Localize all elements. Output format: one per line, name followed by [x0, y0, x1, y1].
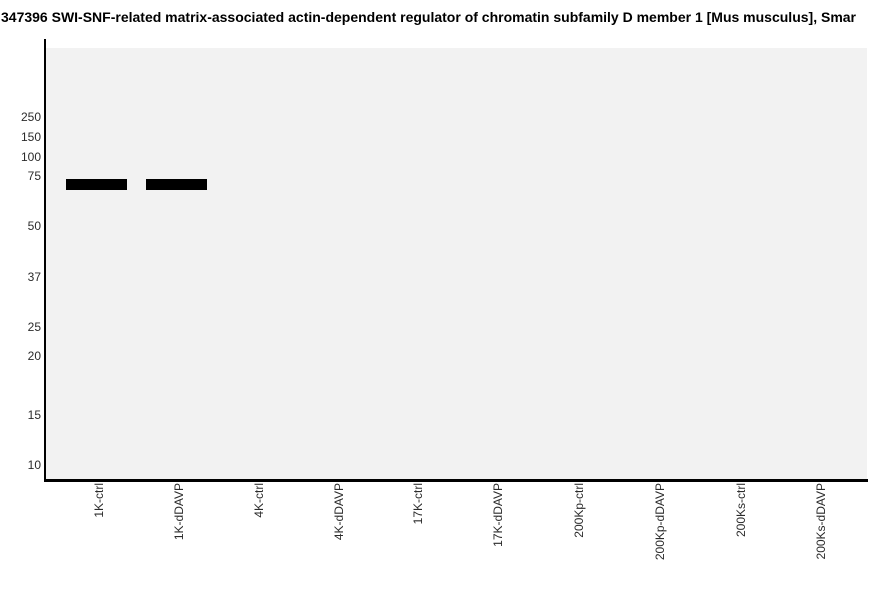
mw-marker-label: 100: [20, 150, 41, 164]
lane-label: 200Kp-ctrl: [572, 483, 586, 538]
mw-marker-label: 250: [20, 110, 41, 124]
protein-band: [146, 179, 207, 190]
lane-label: 200Ks-dDAVP: [814, 483, 828, 560]
gel-plot-area: [46, 48, 867, 479]
mw-marker-label: 37: [27, 270, 41, 284]
mw-marker-label: 50: [27, 219, 41, 233]
mw-marker-label: 75: [27, 169, 41, 183]
lane-label: 4K-ctrl: [252, 483, 266, 518]
lane-label: 1K-ctrl: [92, 483, 106, 518]
lane-label: 4K-dDAVP: [332, 483, 346, 541]
mw-marker-label: 150: [20, 130, 41, 144]
mw-marker-label: 15: [27, 408, 41, 422]
lane-label: 200Ks-ctrl: [734, 483, 748, 538]
lane-label: 200Kp-dDAVP: [653, 483, 667, 561]
protein-band: [66, 179, 127, 190]
lane-label: 17K-dDAVP: [491, 483, 505, 547]
mw-marker-label: 25: [27, 320, 41, 334]
lane-label: 17K-ctrl: [411, 483, 425, 525]
mw-marker-label: 20: [27, 349, 41, 363]
lane-label: 1K-dDAVP: [172, 483, 186, 541]
y-axis-spine: [44, 39, 46, 482]
x-axis-spine: [44, 479, 868, 482]
mw-marker-label: 10: [27, 458, 41, 472]
figure-title: 347396 SWI-SNF-related matrix-associated…: [1, 9, 856, 25]
